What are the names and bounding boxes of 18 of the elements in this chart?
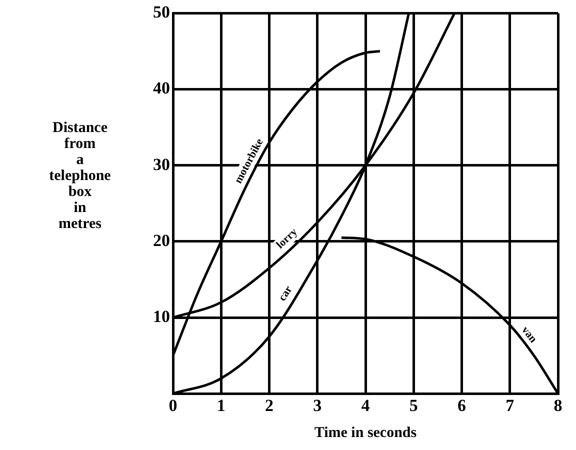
x-tick-label: 7 [506,396,515,416]
y-tick-label: 10 [153,306,170,326]
y-tick-label: 20 [153,230,170,250]
x-tick-label: 5 [409,396,418,416]
y-tick-label: 50 [153,2,170,22]
x-tick-label: 0 [168,396,178,416]
x-axis-title: Time in seconds [314,424,417,441]
text: car [276,284,295,304]
y-tick-label: 40 [153,78,170,98]
x-tick-label: 3 [313,396,322,416]
x-tick-label: 2 [265,396,274,416]
y-axis-title: Distance from a telephone box in metres [48,120,112,232]
x-tick-label: 1 [216,396,226,416]
x-tick-label: 8 [554,396,562,416]
text: van [519,324,540,346]
x-tick-label: 4 [361,396,370,416]
y-tick-label: 30 [153,154,170,174]
x-tick-label: 6 [458,396,466,416]
